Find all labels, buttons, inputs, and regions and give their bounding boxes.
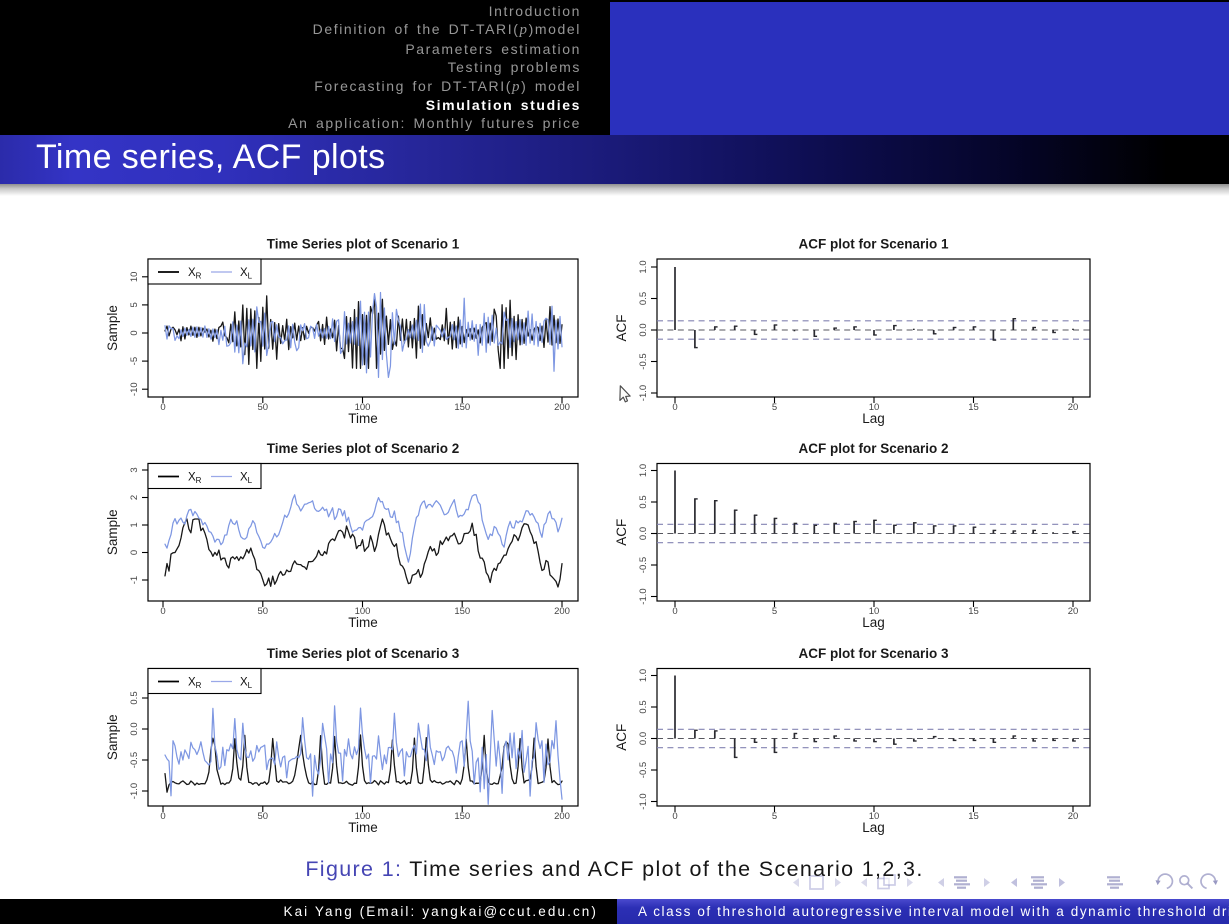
- svg-text:0.5: 0.5: [129, 691, 140, 704]
- svg-text:-5: -5: [129, 357, 140, 365]
- svg-text:ACF: ACF: [614, 724, 629, 751]
- svg-text:20: 20: [1068, 606, 1079, 617]
- svg-text:10: 10: [869, 811, 880, 822]
- svg-text:-0.5: -0.5: [638, 762, 649, 778]
- svg-text:Sample: Sample: [105, 305, 120, 351]
- svg-text:0.0: 0.0: [129, 722, 140, 735]
- svg-text:10: 10: [129, 272, 140, 283]
- svg-text:1: 1: [129, 522, 140, 527]
- svg-text:ACF: ACF: [614, 315, 629, 342]
- svg-text:0: 0: [672, 402, 677, 413]
- svg-text:1.0: 1.0: [638, 260, 649, 273]
- svg-text:2: 2: [129, 495, 140, 500]
- svg-text:-1.0: -1.0: [638, 385, 649, 401]
- svg-text:-1.0: -1.0: [129, 783, 140, 799]
- svg-text:15: 15: [968, 606, 979, 617]
- svg-text:10: 10: [869, 402, 880, 413]
- svg-text:Lag: Lag: [862, 615, 885, 630]
- svg-text:-1.0: -1.0: [638, 793, 649, 809]
- svg-text:Sample: Sample: [105, 509, 120, 555]
- svg-text:-10: -10: [129, 382, 140, 396]
- svg-text:5: 5: [772, 811, 777, 822]
- svg-text:0: 0: [160, 811, 165, 822]
- svg-text:0.5: 0.5: [638, 700, 649, 713]
- svg-text:0.5: 0.5: [638, 495, 649, 508]
- svg-text:Sample: Sample: [105, 714, 120, 760]
- svg-text:150: 150: [454, 811, 470, 822]
- svg-text:-1.0: -1.0: [638, 588, 649, 604]
- svg-text:200: 200: [554, 402, 570, 413]
- svg-text:Time: Time: [348, 411, 378, 426]
- svg-text:100: 100: [355, 606, 371, 617]
- svg-text:0.0: 0.0: [638, 323, 649, 336]
- svg-text:ACF plot for Scenario 3: ACF plot for Scenario 3: [798, 646, 949, 661]
- svg-text:5: 5: [772, 606, 777, 617]
- svg-text:0: 0: [160, 606, 165, 617]
- svg-text:5: 5: [772, 402, 777, 413]
- svg-text:50: 50: [257, 811, 268, 822]
- svg-text:0.5: 0.5: [638, 292, 649, 305]
- svg-text:Time: Time: [348, 820, 378, 835]
- svg-text:-0.5: -0.5: [129, 752, 140, 768]
- svg-text:0: 0: [129, 330, 140, 335]
- svg-text:0.0: 0.0: [638, 527, 649, 540]
- svg-text:100: 100: [355, 402, 371, 413]
- svg-text:-0.5: -0.5: [638, 557, 649, 573]
- svg-text:50: 50: [257, 606, 268, 617]
- svg-text:0: 0: [672, 811, 677, 822]
- svg-text:5: 5: [129, 302, 140, 307]
- svg-text:200: 200: [554, 606, 570, 617]
- svg-text:0: 0: [129, 550, 140, 555]
- svg-text:3: 3: [129, 467, 140, 472]
- svg-text:0: 0: [160, 402, 165, 413]
- svg-text:ACF: ACF: [614, 519, 629, 546]
- svg-text:150: 150: [454, 402, 470, 413]
- svg-text:15: 15: [968, 402, 979, 413]
- svg-text:-0.5: -0.5: [638, 353, 649, 369]
- svg-text:ACF plot for Scenario 2: ACF plot for Scenario 2: [798, 441, 948, 456]
- svg-text:15: 15: [968, 811, 979, 822]
- svg-text:Time Series plot of Scenario 2: Time Series plot of Scenario 2: [267, 441, 460, 456]
- svg-text:-1: -1: [129, 576, 140, 584]
- svg-text:20: 20: [1068, 811, 1079, 822]
- svg-text:Time: Time: [348, 615, 378, 630]
- svg-text:200: 200: [554, 811, 570, 822]
- svg-text:150: 150: [454, 606, 470, 617]
- svg-text:Lag: Lag: [862, 411, 885, 426]
- svg-text:20: 20: [1068, 402, 1079, 413]
- svg-text:Lag: Lag: [862, 820, 885, 835]
- svg-text:50: 50: [257, 402, 268, 413]
- svg-text:Time Series plot of Scenario 3: Time Series plot of Scenario 3: [267, 646, 460, 661]
- svg-text:Time Series plot of Scenario 1: Time Series plot of Scenario 1: [267, 237, 460, 252]
- svg-text:1.0: 1.0: [638, 464, 649, 477]
- svg-text:0.0: 0.0: [638, 732, 649, 745]
- svg-text:0: 0: [672, 606, 677, 617]
- svg-text:10: 10: [869, 606, 880, 617]
- svg-text:1.0: 1.0: [638, 669, 649, 682]
- svg-text:100: 100: [355, 811, 371, 822]
- svg-text:ACF plot for Scenario 1: ACF plot for Scenario 1: [798, 237, 949, 252]
